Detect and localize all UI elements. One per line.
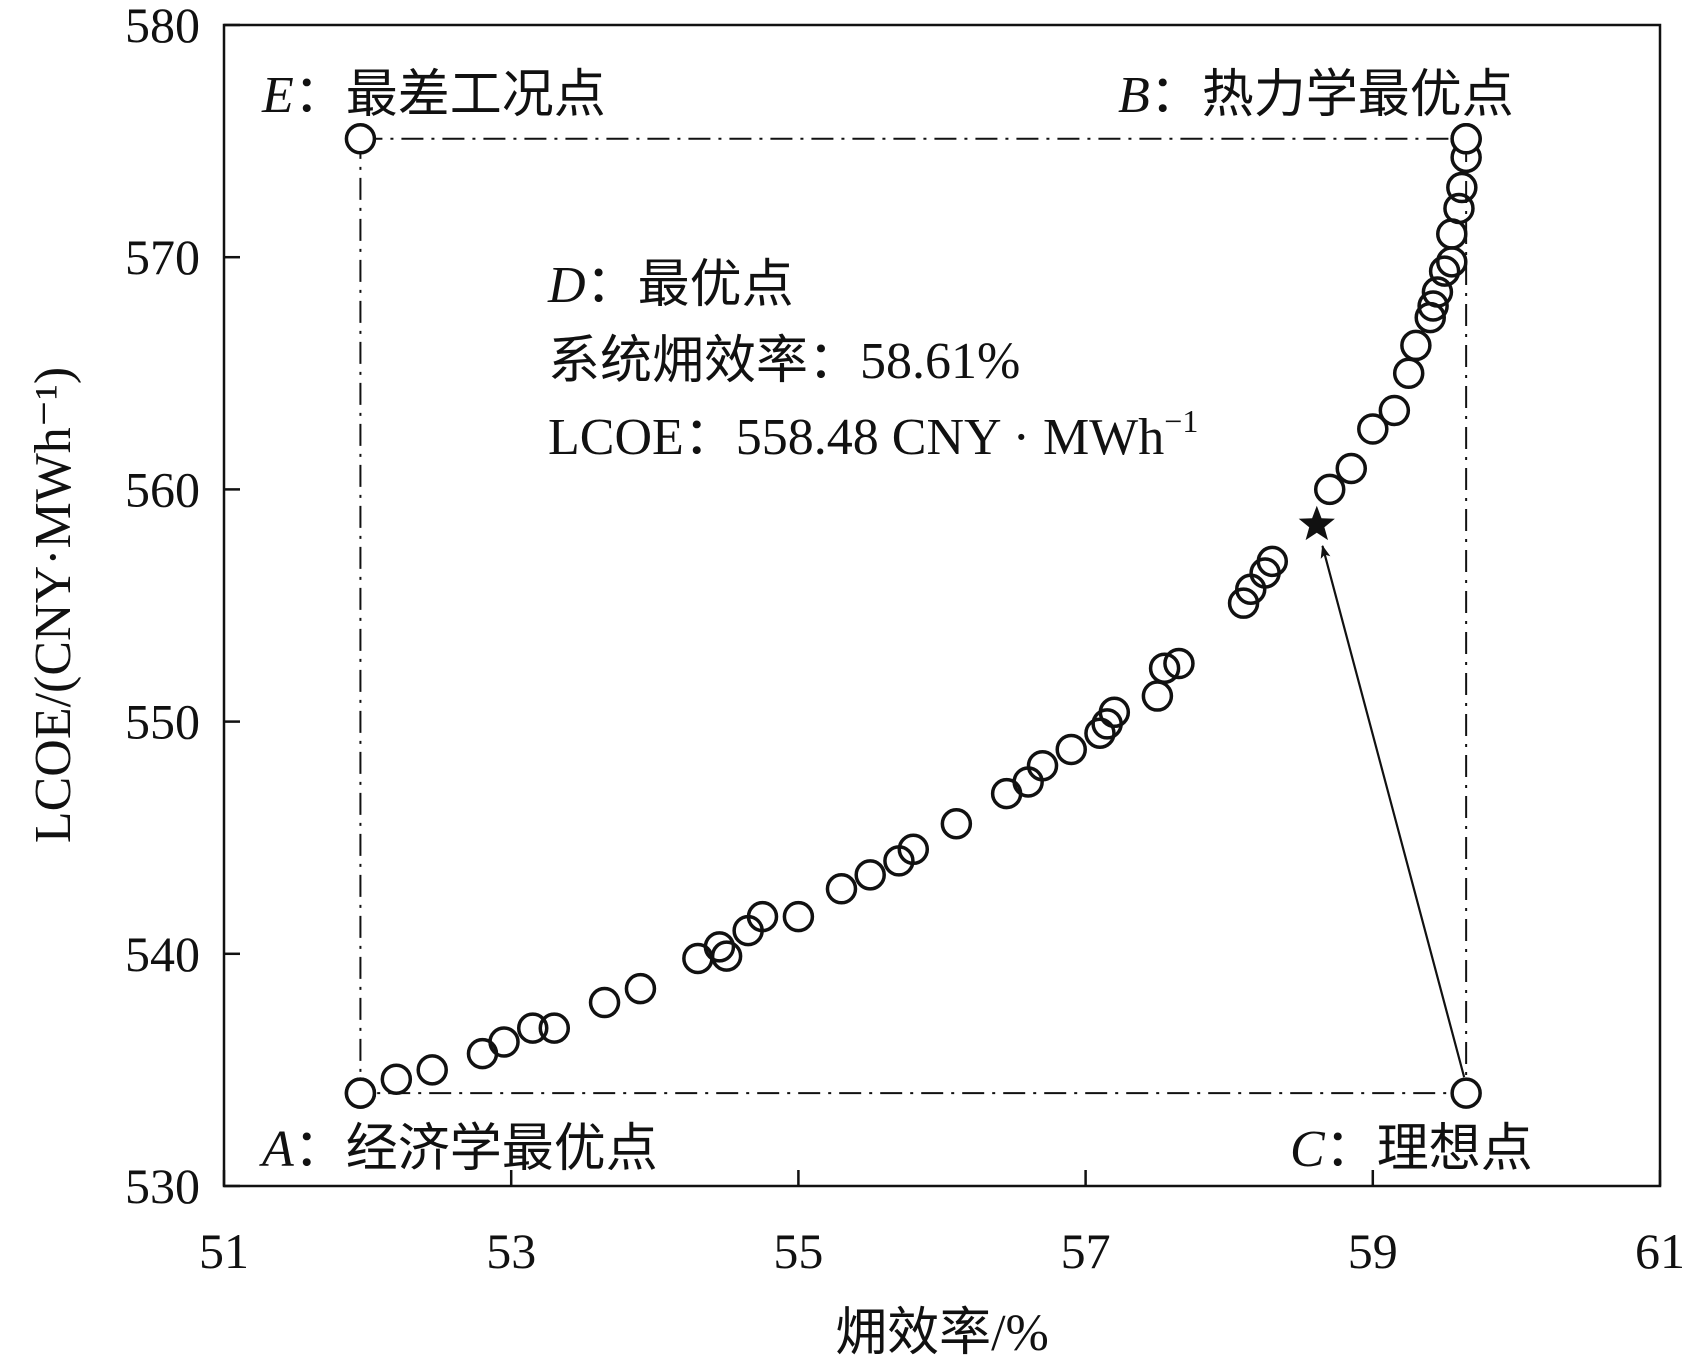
data-point	[1417, 290, 1449, 322]
y-tick-label: 570	[125, 229, 200, 285]
data-point	[1163, 647, 1195, 680]
data-point	[1098, 696, 1131, 729]
data-point	[1443, 192, 1475, 225]
x-tick-label: 53	[486, 1223, 536, 1279]
data-point	[1026, 749, 1059, 782]
y-tick-label: 580	[125, 0, 200, 53]
y-tick-label: 530	[125, 1158, 200, 1214]
data-point	[990, 777, 1023, 810]
data-point	[416, 1054, 448, 1086]
y-tick-label: 550	[125, 694, 200, 750]
x-axis-title: 㶲效率/%	[835, 1305, 1049, 1362]
data-point	[1148, 652, 1181, 684]
data-points	[344, 123, 1482, 1109]
data-point	[897, 833, 930, 866]
data-point	[1378, 394, 1411, 427]
data-point	[782, 900, 815, 933]
label-A: A：经济学最优点	[259, 1121, 658, 1178]
data-point	[1421, 276, 1454, 308]
data-point	[710, 940, 743, 972]
special-point-E	[344, 123, 377, 155]
data-point	[854, 859, 886, 891]
label-E: E：最差工况点	[261, 67, 606, 124]
data-point	[703, 931, 736, 963]
data-point	[1055, 733, 1087, 766]
data-point	[1256, 545, 1289, 578]
special-point-A	[344, 1077, 377, 1109]
data-point	[746, 900, 779, 933]
special-point-C	[1450, 1077, 1482, 1109]
data-point	[1428, 255, 1461, 287]
data-point	[1436, 246, 1468, 278]
x-tick-label: 61	[1635, 1223, 1685, 1279]
data-point	[1392, 357, 1425, 390]
x-tick-label: 57	[1061, 1223, 1111, 1279]
optimal-point-star	[1298, 505, 1335, 541]
data-point	[488, 1026, 520, 1058]
x-tick-label: 51	[199, 1223, 249, 1279]
data-point	[466, 1037, 499, 1070]
x-tick-label: 55	[773, 1223, 823, 1279]
y-tick-label: 540	[125, 926, 200, 982]
x-tick-label: 59	[1348, 1223, 1398, 1279]
data-point	[682, 942, 714, 975]
data-point	[1313, 473, 1346, 506]
data-point	[624, 972, 657, 1005]
reference-box	[359, 137, 1468, 1095]
data-point	[1335, 452, 1368, 485]
data-point	[516, 1012, 549, 1044]
plot-frame	[222, 23, 1662, 1188]
data-point	[1446, 171, 1478, 204]
annotation-D-title: D：最优点	[547, 257, 794, 314]
special-point-B	[1450, 123, 1482, 155]
annotation-D-efficiency: 系统㶲效率：58.61%	[548, 333, 1020, 390]
label-C: C：理想点	[1290, 1121, 1533, 1178]
y-axis-title: LCOE/(CNY·MWh⁻¹)	[25, 367, 82, 843]
data-point	[538, 1012, 571, 1044]
arrow-to-optimal-point	[1320, 544, 1466, 1078]
data-point	[588, 986, 621, 1019]
data-point	[1436, 218, 1468, 250]
data-point	[1357, 413, 1389, 445]
data-point	[380, 1063, 413, 1095]
axis-tick-labels: 51 53 55 57 59 61 530 540 550 560 570 580	[125, 0, 1685, 1279]
data-point	[1141, 680, 1174, 712]
data-point	[825, 873, 858, 905]
y-tick-label: 560	[125, 461, 200, 517]
data-point	[940, 808, 973, 840]
axis-ticks	[222, 23, 1662, 1188]
special-points	[344, 123, 1482, 1109]
annotation-D-lcoe: LCOE：558.48 CNY · MWh−1	[548, 403, 1198, 466]
data-point	[1400, 329, 1432, 362]
label-B: B：热力学最优点	[1118, 67, 1514, 124]
data-point	[1084, 717, 1116, 749]
